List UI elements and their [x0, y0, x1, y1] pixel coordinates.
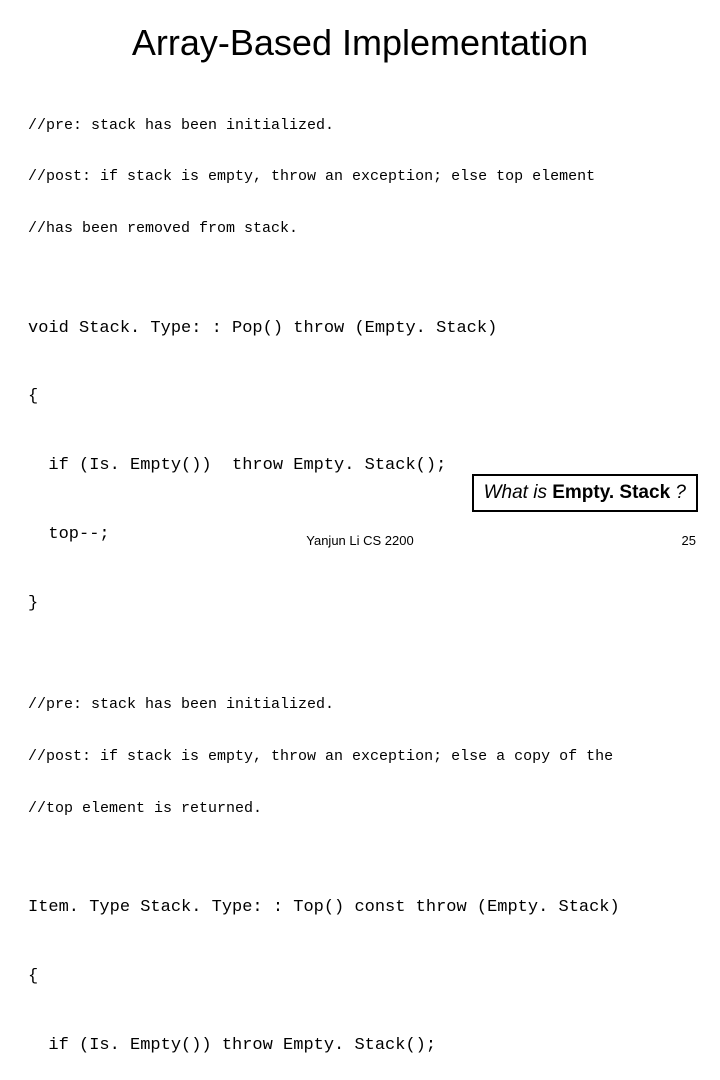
page-number: 25 — [682, 533, 696, 548]
code-block-2: Item. Type Stack. Type: : Top() const th… — [28, 851, 700, 1080]
footer-text: Yanjun Li CS 2200 — [0, 533, 720, 548]
slide-content: //pre: stack has been initialized. //pos… — [0, 82, 720, 1080]
callout-box: What is Empty. Stack ? — [472, 474, 698, 512]
comment-line: //pre: stack has been initialized. — [28, 696, 700, 713]
slide-title: Array-Based Implementation — [0, 22, 720, 64]
code-line: { — [28, 966, 700, 989]
code-line: } — [28, 593, 700, 616]
code-line: Item. Type Stack. Type: : Top() const th… — [28, 897, 700, 920]
code-line: { — [28, 386, 700, 409]
callout-prefix: What is — [484, 482, 553, 503]
comment-line: //post: if stack is empty, throw an exce… — [28, 748, 700, 765]
comment-block-2: //pre: stack has been initialized. //pos… — [28, 662, 700, 852]
comment-line: //pre: stack has been initialized. — [28, 117, 700, 134]
comment-block-1: //pre: stack has been initialized. //pos… — [28, 82, 700, 272]
comment-line: //top element is returned. — [28, 800, 700, 817]
comment-line: //has been removed from stack. — [28, 220, 700, 237]
callout-bold: Empty. Stack — [552, 482, 675, 503]
code-block-1: void Stack. Type: : Pop() throw (Empty. … — [28, 272, 700, 662]
code-line: void Stack. Type: : Pop() throw (Empty. … — [28, 318, 700, 341]
callout-suffix: ? — [675, 482, 686, 503]
code-line: if (Is. Empty()) throw Empty. Stack(); — [28, 1035, 700, 1058]
comment-line: //post: if stack is empty, throw an exce… — [28, 168, 700, 185]
